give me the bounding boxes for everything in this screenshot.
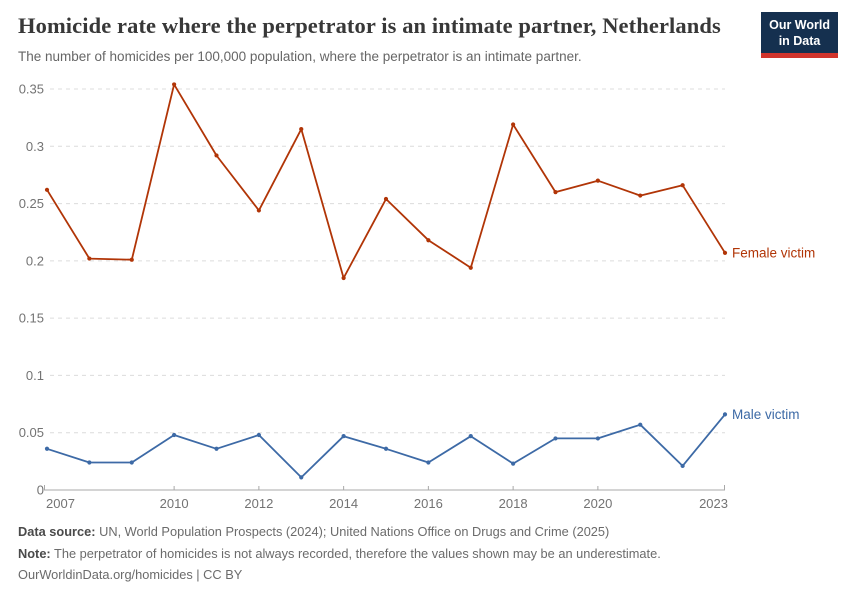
x-tick-label-2014: 2014 — [329, 496, 358, 511]
point-female-victim-2023 — [722, 250, 728, 255]
line-male-victim — [46, 413, 726, 479]
y-tick-label-0.3: 0.3 — [26, 139, 44, 154]
data-source-text: UN, World Population Prospects (2024); U… — [95, 524, 610, 539]
point-male-victim-2019 — [553, 436, 558, 441]
point-male-victim-2023 — [722, 412, 728, 417]
point-male-victim-2018 — [511, 461, 516, 466]
point-male-victim-2012 — [256, 432, 261, 438]
series-label-male-victim: Male victim — [732, 407, 800, 422]
note-label: Note: — [18, 545, 51, 561]
chart-header: Homicide rate where the perpetrator is a… — [18, 13, 758, 65]
x-tick-label-2012: 2012 — [244, 496, 273, 511]
x-tick-label-2018: 2018 — [499, 496, 528, 511]
point-male-victim-2011 — [214, 446, 219, 451]
point-female-victim-2014 — [341, 275, 346, 281]
y-tick-label-0: 0 — [37, 483, 44, 498]
point-female-victim-2017 — [468, 265, 473, 270]
point-male-victim-2010 — [172, 432, 177, 438]
point-female-victim-2008 — [87, 256, 92, 261]
point-male-victim-2020 — [595, 436, 600, 441]
point-male-victim-2015 — [383, 446, 389, 451]
point-female-victim-2020 — [595, 178, 600, 183]
y-tick-label-0.1: 0.1 — [26, 368, 44, 383]
point-female-victim-2010 — [172, 82, 177, 87]
x-tick-label-2010: 2010 — [160, 496, 189, 511]
point-male-victim-2017 — [468, 434, 473, 439]
point-male-victim-2009 — [129, 460, 134, 465]
data-source-label: Data source: — [18, 524, 96, 539]
y-tick-label-0.2: 0.2 — [26, 253, 44, 268]
point-female-victim-2022 — [680, 183, 685, 188]
y-tick-label-0.25: 0.25 — [19, 196, 44, 211]
owid-logo-line1: Our World — [769, 18, 830, 32]
chart-title: Homicide rate where the perpetrator is a… — [18, 13, 721, 38]
point-female-victim-2013 — [299, 127, 304, 132]
data-source-line: Data source: UN, World Population Prospe… — [18, 521, 818, 543]
x-tick-label-2016: 2016 — [414, 496, 443, 511]
point-female-victim-2016 — [426, 238, 431, 243]
y-tick-label-0.35: 0.35 — [19, 82, 44, 97]
owid-url-link[interactable]: OurWorldinData.org/homicides | CC BY — [18, 567, 243, 582]
point-female-victim-2011 — [214, 153, 219, 158]
y-tick-label-0.05: 0.05 — [19, 425, 44, 440]
note-text: The perpetrator of homicides is not alwa… — [50, 545, 661, 561]
point-female-victim-2021 — [638, 193, 643, 198]
point-male-victim-2013 — [299, 475, 304, 480]
point-female-victim-2012 — [256, 208, 261, 213]
point-female-victim-2015 — [383, 196, 389, 202]
x-tick-label-2023: 2023 — [699, 496, 728, 511]
point-male-victim-2007 — [44, 446, 50, 451]
owid-logo: Our World in Data — [761, 12, 838, 58]
x-tick-label-2007: 2007 — [46, 496, 75, 511]
chart-footer: Data source: UN, World Population Prospe… — [18, 521, 818, 586]
note-line: Note: The perpetrator of homicides is no… — [18, 543, 818, 565]
x-tick-label-2020: 2020 — [583, 496, 612, 511]
point-male-victim-2016 — [426, 460, 431, 465]
owid-logo-line2: in Data — [778, 34, 821, 49]
point-female-victim-2019 — [553, 190, 558, 195]
point-male-victim-2008 — [87, 460, 92, 465]
series-label-female-victim: Female victim — [732, 245, 815, 260]
chart-subtitle: The number of homicides per 100,000 popu… — [18, 48, 582, 64]
point-female-victim-2007 — [44, 187, 50, 192]
point-male-victim-2022 — [680, 463, 685, 469]
point-female-victim-2018 — [511, 122, 516, 127]
point-female-victim-2009 — [129, 257, 134, 262]
y-tick-label-0.15: 0.15 — [19, 311, 44, 326]
point-male-victim-2014 — [341, 434, 346, 439]
point-male-victim-2021 — [638, 422, 643, 427]
line-female-victim — [46, 83, 726, 279]
